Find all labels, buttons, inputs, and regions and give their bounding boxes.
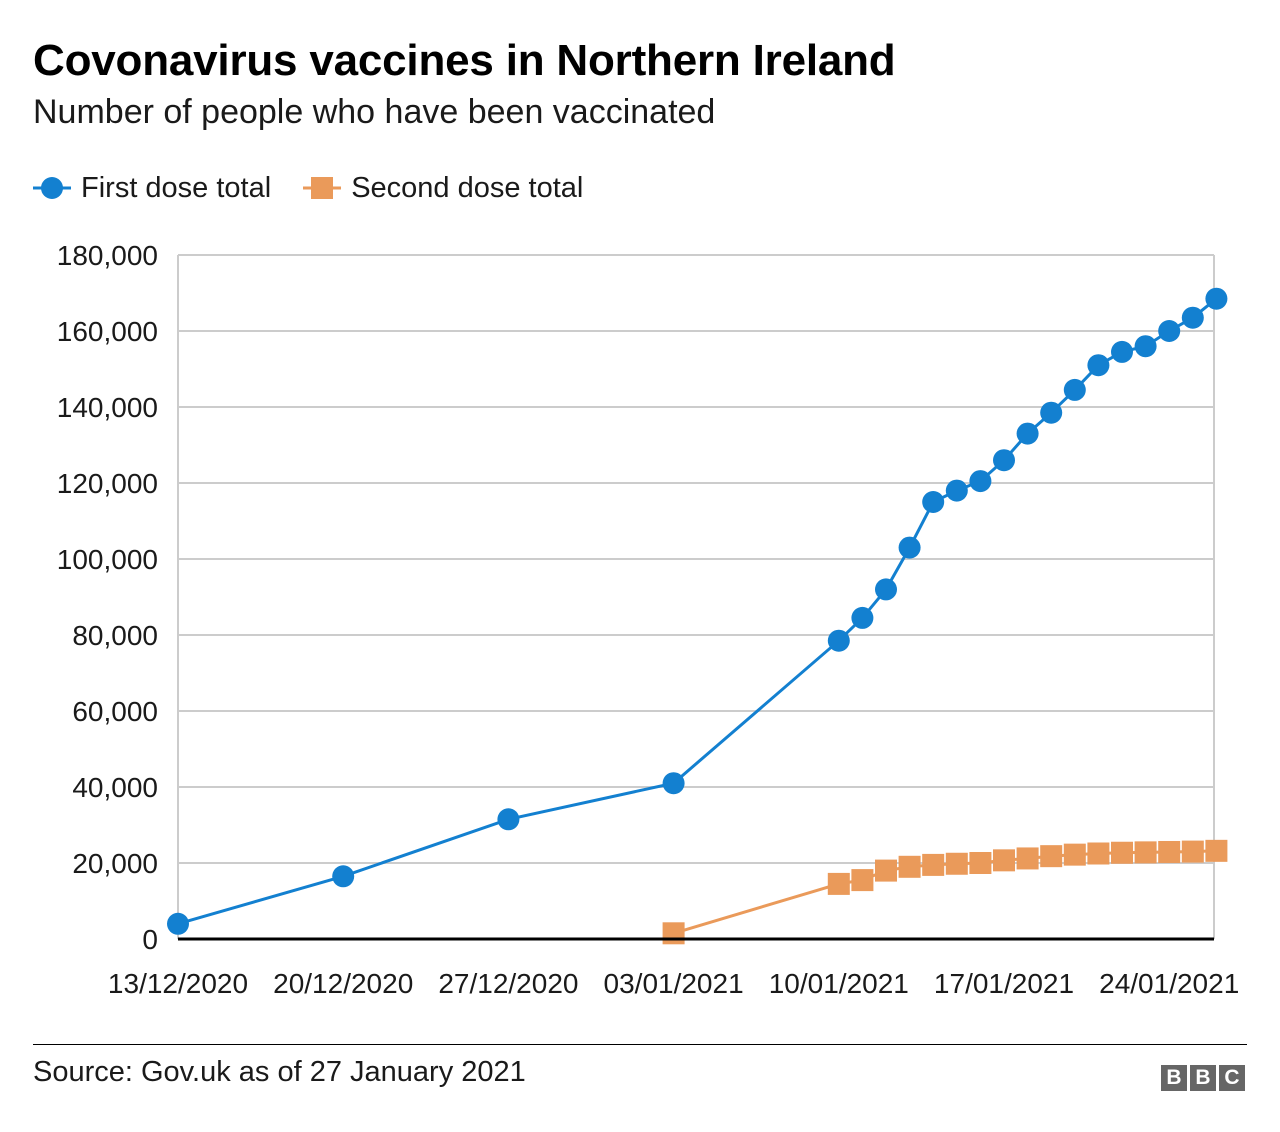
series-line: [177, 297, 1218, 926]
data-point: [167, 912, 189, 935]
data-point: [1205, 839, 1228, 862]
x-tick-label: 13/12/2020: [108, 968, 248, 999]
y-tick-label: 80,000: [72, 620, 158, 651]
data-point: [1016, 847, 1039, 870]
legend-label-first-dose: First dose total: [81, 171, 272, 204]
y-tick-label: 0: [142, 924, 158, 955]
data-point: [993, 449, 1015, 472]
data-point: [922, 853, 945, 876]
data-point: [1111, 340, 1133, 363]
x-tick-label: 20/12/2020: [273, 968, 413, 999]
legend-square-marker-icon: [303, 177, 342, 199]
y-tick-label: 140,000: [57, 392, 158, 423]
data-point: [497, 808, 520, 831]
series-first-dose: [167, 287, 1228, 935]
data-point: [1063, 378, 1086, 401]
bbc-logo-block: B: [1161, 1065, 1187, 1091]
data-point: [662, 772, 685, 795]
x-tick-label: 10/01/2021: [769, 968, 909, 999]
y-tick-label: 180,000: [57, 240, 158, 271]
data-point: [1158, 840, 1181, 863]
data-point: [969, 852, 992, 874]
data-point: [1181, 306, 1204, 329]
footer-divider: [33, 1044, 1247, 1045]
legend: First dose total Second dose total: [33, 168, 615, 208]
legend-circle-marker-icon: [33, 177, 71, 199]
y-tick-label: 120,000: [57, 468, 158, 499]
data-point: [898, 536, 921, 559]
y-tick-label: 160,000: [57, 316, 158, 347]
data-point: [898, 855, 921, 878]
gridlines: [177, 254, 1215, 939]
y-tick-label: 60,000: [72, 696, 158, 727]
data-point: [1111, 841, 1133, 864]
y-axis-tick-labels: 0 20,000 40,000 60,000 80,000 100,000 120,000 1…: [57, 240, 158, 955]
data-point: [1158, 320, 1181, 342]
data-point: [1016, 422, 1039, 445]
data-point: [1040, 845, 1063, 868]
data-point: [851, 606, 874, 629]
x-tick-label: 17/01/2021: [934, 968, 1074, 999]
data-point: [662, 922, 685, 945]
y-tick-label: 40,000: [72, 772, 158, 803]
y-tick-label: 20,000: [72, 848, 158, 879]
data-point: [332, 865, 355, 888]
data-point: [1087, 354, 1110, 377]
chart-title: Covonavirus vaccines in Northern Ireland: [33, 36, 896, 85]
data-point: [875, 578, 897, 601]
x-axis-tick-labels: 13/12/2020 20/12/2020 27/12/2020 03/01/2021…: [108, 968, 1239, 999]
data-point: [1040, 401, 1063, 424]
legend-item-second-dose: Second dose total: [303, 172, 583, 205]
data-point: [993, 849, 1015, 872]
bbc-logo-block: B: [1190, 1065, 1216, 1091]
series: [167, 287, 1228, 945]
data-point: [827, 872, 850, 895]
series-second-dose: [662, 839, 1228, 945]
y-tick-label: 100,000: [57, 544, 158, 575]
chart-subtitle: Number of people who have been vaccinate…: [33, 93, 716, 131]
legend-label-second-dose: Second dose total: [351, 171, 584, 204]
line-chart: 0 20,000 40,000 60,000 80,000 100,000 120,000 1…: [57, 240, 1239, 999]
data-point: [922, 491, 945, 513]
data-point: [1181, 840, 1204, 863]
data-point: [945, 852, 968, 875]
data-point: [945, 479, 968, 502]
data-point: [1063, 843, 1086, 866]
data-point: [1087, 842, 1110, 865]
data-point: [875, 859, 897, 882]
x-tick-label: 03/01/2021: [604, 968, 744, 999]
bbc-logo: B B C: [1158, 1065, 1245, 1091]
bbc-logo-block: C: [1219, 1065, 1245, 1091]
data-point: [827, 629, 850, 652]
source-note: Source: Gov.uk as of 27 January 2021: [33, 1056, 526, 1088]
data-point: [969, 470, 992, 493]
data-point: [851, 869, 874, 892]
x-tick-label: 24/01/2021: [1099, 968, 1239, 999]
data-point: [1134, 841, 1157, 864]
data-point: [1205, 287, 1228, 310]
x-tick-label: 27/12/2020: [438, 968, 578, 999]
legend-item-first-dose: First dose total: [33, 172, 271, 205]
data-point: [1134, 335, 1157, 358]
